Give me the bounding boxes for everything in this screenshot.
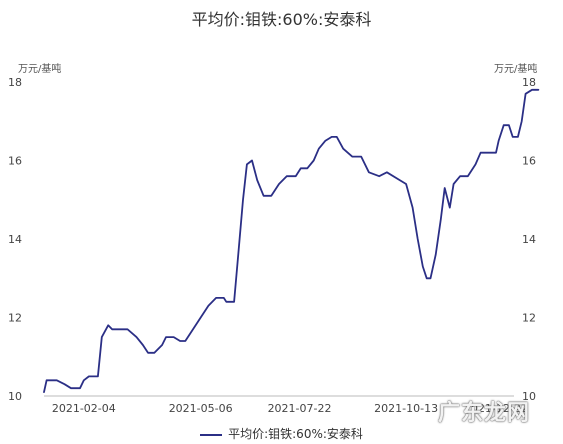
y-tick-label-right: 12	[522, 312, 536, 325]
left-axis-unit: 万元/基吨	[18, 64, 62, 75]
legend-label: 平均价:钼铁:60%:安泰科	[228, 427, 363, 441]
legend: 平均价:钼铁:60%:安泰科	[0, 425, 563, 442]
y-tick-label-right: 16	[522, 155, 536, 168]
x-tick-label: 2021-02-04	[52, 402, 116, 415]
watermark-logo: 广东龙网	[438, 401, 531, 426]
x-tick-label: 2021-07-22	[268, 402, 332, 415]
x-tick-label: 2021-12-22	[464, 402, 528, 415]
y-tick-label-right: 14	[522, 233, 536, 246]
series-line	[43, 88, 540, 394]
y-tick-label-right: 18	[522, 76, 536, 89]
chart-title: 平均价:钼铁:60%:安泰科	[191, 10, 372, 29]
y-tick-label-left: 14	[8, 233, 22, 246]
legend-swatch	[200, 433, 223, 436]
y-tick-label-left: 16	[8, 155, 22, 168]
x-tick-label: 2021-10-13	[374, 402, 438, 415]
y-tick-label-left: 12	[8, 312, 22, 325]
y-tick-label-right: 10	[522, 390, 536, 403]
y-tick-label-left: 18	[8, 76, 22, 89]
x-tick-label: 2021-05-06	[169, 402, 233, 415]
right-axis-unit: 万元/基吨	[494, 64, 538, 75]
y-tick-label-left: 10	[8, 390, 22, 403]
